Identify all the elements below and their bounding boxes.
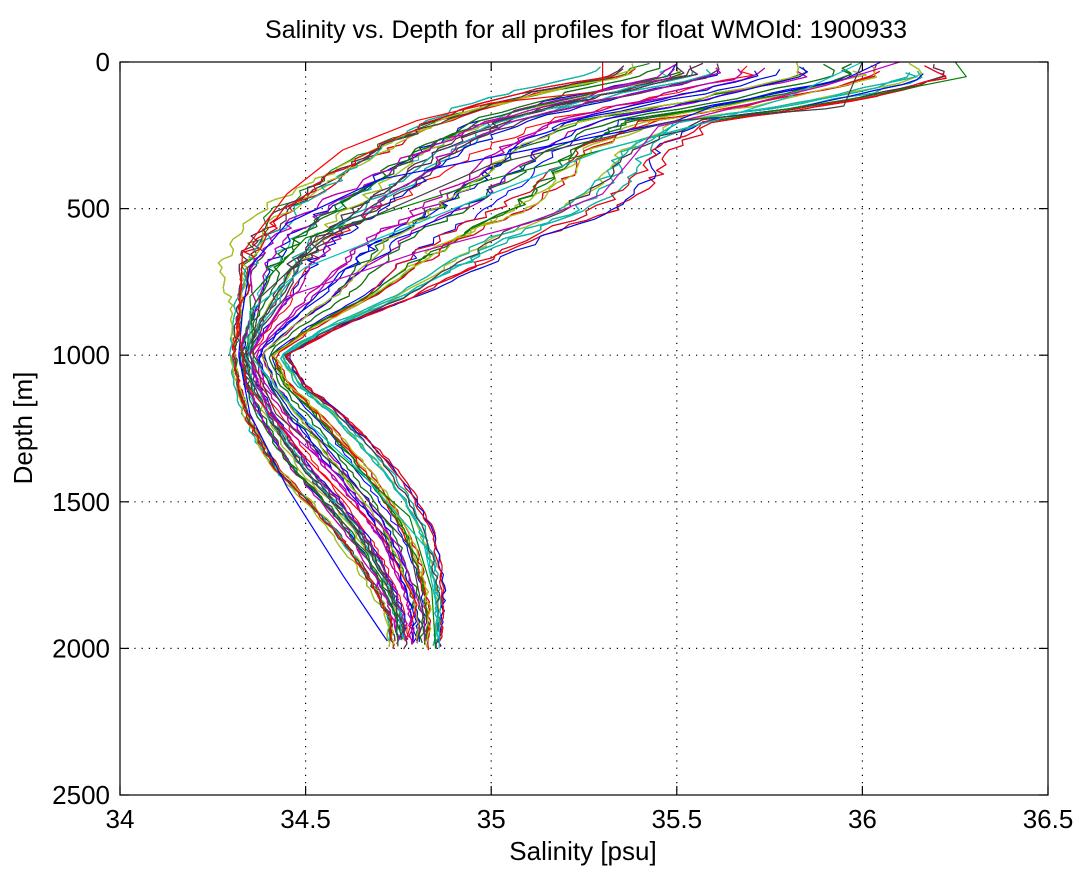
profile-line (284, 64, 945, 649)
x-tick-label: 35.5 (651, 804, 702, 834)
axis-ticks (119, 61, 1049, 796)
plot-frame (119, 61, 1049, 796)
profile-line (261, 62, 800, 643)
chart-title: Salinity vs. Depth for all profiles for … (265, 16, 907, 44)
profile-line (271, 73, 852, 643)
profile-line (272, 64, 877, 641)
profile-line (268, 63, 835, 643)
profile-line (261, 71, 808, 644)
profile-line (238, 62, 604, 642)
profile-line (249, 61, 967, 649)
profile-line (238, 62, 661, 647)
profile-line (289, 73, 924, 647)
profile-line (243, 65, 699, 640)
profile-line (280, 72, 918, 646)
plot-area (120, 62, 1048, 795)
profile-line (258, 70, 759, 642)
profile-line (249, 61, 863, 642)
profile-line (245, 63, 720, 650)
y-tick-label: 2500 (52, 780, 110, 810)
profile-line (286, 72, 947, 648)
y-axis-label: Depth [m] (8, 372, 38, 485)
profile-line (282, 72, 911, 646)
x-tick-label: 34 (106, 804, 135, 834)
y-tick-label: 1500 (52, 487, 110, 517)
profile-series (217, 61, 967, 651)
profile-line (272, 63, 852, 642)
profile-line (244, 71, 694, 641)
x-axis-label: Salinity [psu] (509, 836, 656, 866)
profile-line (248, 67, 721, 642)
profile-line (241, 71, 681, 638)
profile-line (229, 66, 601, 642)
profile-line (231, 72, 615, 640)
profile-line (249, 61, 900, 642)
y-tick-label: 0 (96, 47, 110, 77)
x-tick-label: 34.5 (280, 804, 331, 834)
y-tick-label: 2000 (52, 633, 110, 663)
y-tick-label: 1000 (52, 340, 110, 370)
profile-line (249, 61, 863, 649)
x-tick-label: 35 (477, 804, 506, 834)
y-tick-label: 500 (67, 194, 110, 224)
tick-labels: 34 34.5 35 35.5 36 36.5 0 500 1000 1500 2000 2500 (52, 47, 1073, 834)
x-tick-label: 36 (848, 804, 877, 834)
profile-line (238, 61, 882, 642)
x-tick-label: 36.5 (1023, 804, 1074, 834)
